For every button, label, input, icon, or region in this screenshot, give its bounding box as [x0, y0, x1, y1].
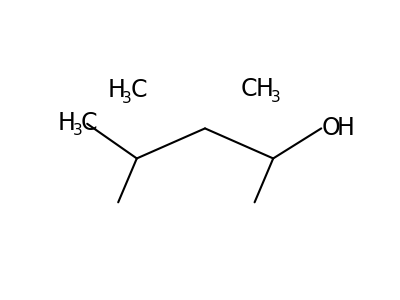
- Text: C: C: [241, 77, 257, 101]
- Text: 3: 3: [72, 123, 82, 138]
- Text: H: H: [107, 78, 125, 102]
- Text: 3: 3: [122, 91, 132, 106]
- Text: H: H: [58, 111, 76, 135]
- Text: C: C: [81, 111, 97, 135]
- Text: C: C: [130, 78, 147, 102]
- Text: H: H: [337, 116, 355, 140]
- Text: 3: 3: [270, 90, 280, 105]
- Text: O: O: [321, 116, 340, 140]
- Text: H: H: [255, 77, 273, 101]
